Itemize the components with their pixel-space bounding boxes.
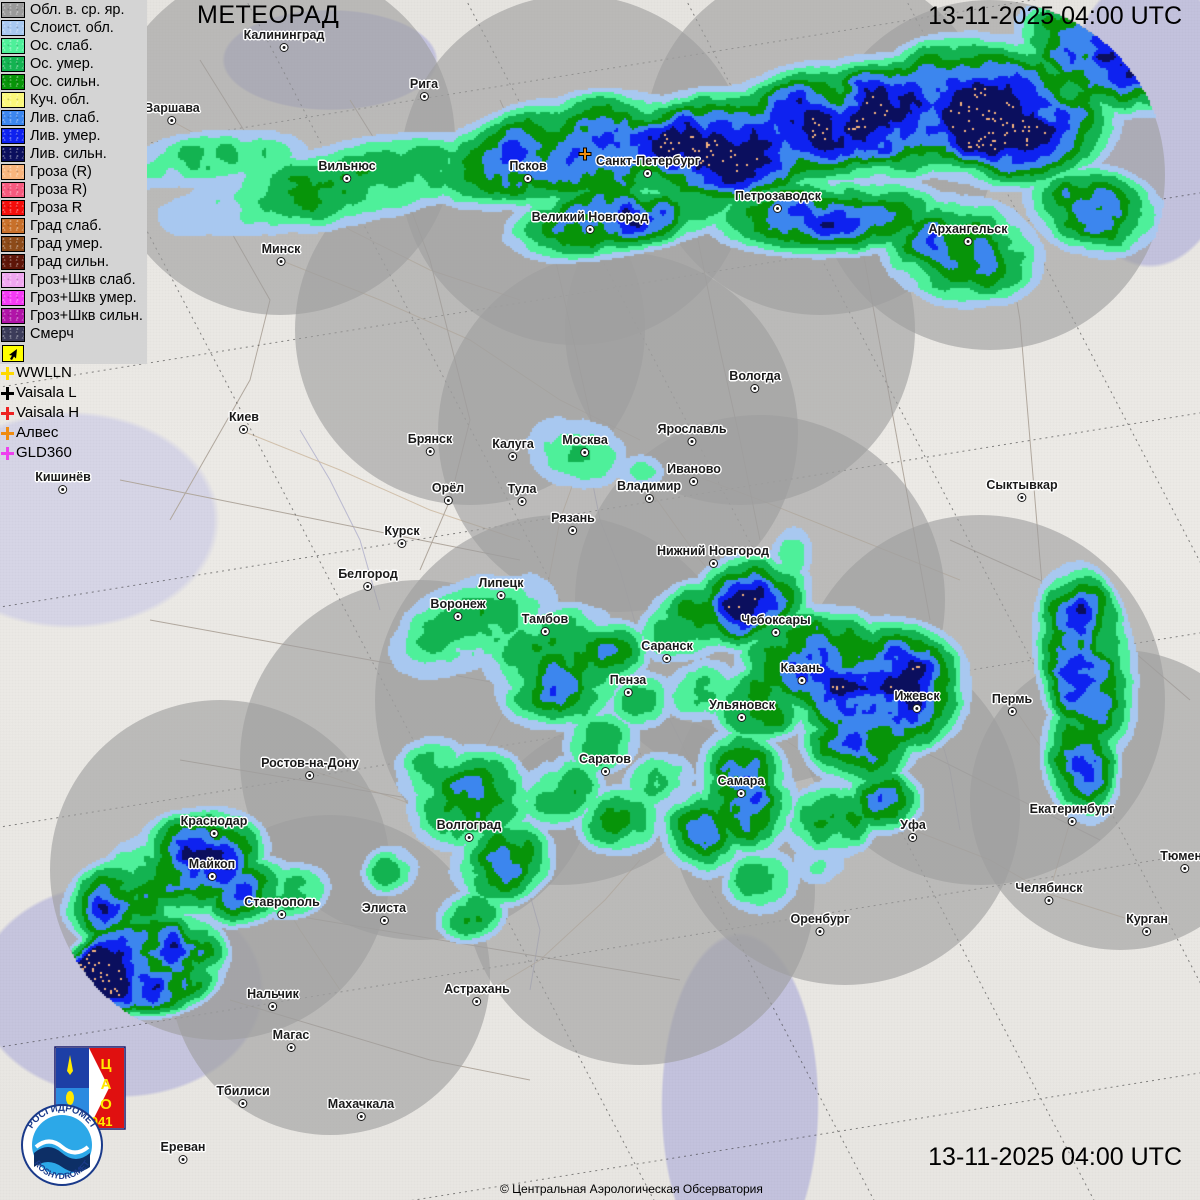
legend-item[interactable]: Слоист. обл. [1, 19, 143, 37]
roshydromet-logo: РОСГИДРОМЕТ ROSHYDROMET [21, 1103, 103, 1186]
legend-swatch [1, 2, 25, 18]
legend-swatch [1, 254, 25, 270]
page-title: МЕТЕОРАД [197, 1, 340, 29]
legend-label: Гроз+Шкв сильн. [30, 307, 143, 324]
legend-label: Гроз+Шкв слаб. [30, 271, 136, 288]
lightning-cross-icon [0, 386, 15, 401]
lightning-network-item[interactable]: Vaisala L [0, 383, 79, 403]
lightning-network-item[interactable]: Vaisala H [0, 403, 79, 423]
legend-label: Куч. обл. [30, 91, 90, 108]
legend-swatch [1, 200, 25, 216]
lightning-network-item[interactable]: GLD360 [0, 443, 79, 463]
legend-label: Ос. умер. [30, 55, 94, 72]
legend-item[interactable]: Град умер. [1, 235, 143, 253]
legend-item[interactable]: Ос. сильн. [1, 73, 143, 91]
lightning-network-label: GLD360 [16, 444, 72, 461]
legend-label: Гроза R) [30, 181, 88, 198]
organization-logos: Ц А О 1941 РОСГИДРОМЕТ ROSHYDROMET [21, 1046, 126, 1186]
legend-item[interactable]: Град сильн. [1, 253, 143, 271]
legend-swatch [1, 182, 25, 198]
legend-item[interactable]: Ос. умер. [1, 55, 143, 73]
legend-label: Ос. слаб. [30, 37, 93, 54]
timestamp-top: 13-11-2025 04:00 UTC [928, 2, 1182, 30]
legend-item[interactable]: Град слаб. [1, 217, 143, 235]
lightning-cross-icon [0, 366, 15, 381]
legend-item[interactable]: Лив. слаб. [1, 109, 143, 127]
svg-text:Ц: Ц [101, 1056, 112, 1073]
legend-label: Лив. сильн. [30, 145, 107, 162]
legend-label: Слоист. обл. [30, 19, 114, 36]
legend-label: Гроза R [30, 199, 83, 216]
svg-text:А: А [101, 1076, 112, 1093]
legend-swatch [1, 38, 25, 54]
timestamp-bottom: 13-11-2025 04:00 UTC [928, 1143, 1182, 1171]
legend-item[interactable]: Куч. обл. [1, 91, 143, 109]
svg-text:О: О [100, 1096, 112, 1113]
cursor-legend-row[interactable] [1, 343, 143, 363]
legend-item[interactable]: Гроза (R) [1, 163, 143, 181]
lightning-strike-marker [577, 147, 593, 163]
legend-swatch [1, 290, 25, 306]
legend-swatch [1, 110, 25, 126]
lightning-network-label: Vaisala L [16, 384, 77, 401]
lightning-network-label: Алвес [16, 424, 59, 441]
legend-item[interactable]: Гроз+Шкв сильн. [1, 307, 143, 325]
legend-label: Гроз+Шкв умер. [30, 289, 137, 306]
legend-swatch [1, 128, 25, 144]
legend-label: Лив. умер. [30, 127, 101, 144]
legend-item[interactable]: Лив. сильн. [1, 145, 143, 163]
lightning-network-label: Vaisala H [16, 404, 80, 421]
legend-swatch [1, 164, 25, 180]
legend-swatch [1, 56, 25, 72]
lightning-network-legend[interactable]: WWLLN Vaisala L Vaisala H Алвес GLD360 [0, 363, 79, 463]
legend-label: Лив. слаб. [30, 109, 100, 126]
lightning-network-item[interactable]: WWLLN [0, 363, 79, 383]
legend-swatch [1, 218, 25, 234]
lightning-cross-icon [0, 446, 15, 461]
legend-item[interactable]: Гроза R [1, 199, 143, 217]
legend-item[interactable]: Гроза R) [1, 181, 143, 199]
legend-label: Град слаб. [30, 217, 102, 234]
legend-swatch [1, 146, 25, 162]
legend-label: Град умер. [30, 235, 103, 252]
legend-swatch [1, 272, 25, 288]
legend-item[interactable]: Смерч [1, 325, 143, 343]
legend-label: Смерч [30, 325, 74, 342]
legend-swatch [1, 74, 25, 90]
legend-item[interactable]: Ос. слаб. [1, 37, 143, 55]
lightning-network-item[interactable]: Алвес [0, 423, 79, 443]
copyright-notice: © Центральная Аэрологическая Обсерватори… [500, 1182, 763, 1196]
legend-item[interactable]: Гроз+Шкв умер. [1, 289, 143, 307]
legend-swatch [1, 326, 25, 342]
legend-label: Обл. в. ср. яр. [30, 1, 125, 18]
legend-label: Гроза (R) [30, 163, 92, 180]
legend-item[interactable]: Лив. умер. [1, 127, 143, 145]
legend-swatch [1, 236, 25, 252]
legend-swatch [1, 308, 25, 324]
precipitation-legend[interactable]: Обл. в. ср. яр. Слоист. обл. Ос. слаб. Ос. … [0, 0, 147, 364]
lightning-network-label: WWLLN [16, 364, 72, 381]
legend-item[interactable]: Обл. в. ср. яр. [1, 1, 143, 19]
legend-label: Град сильн. [30, 253, 110, 270]
pointer-arrow-icon[interactable] [2, 344, 24, 362]
legend-item[interactable]: Гроз+Шкв слаб. [1, 271, 143, 289]
lightning-cross-icon [0, 406, 15, 421]
legend-label: Ос. сильн. [30, 73, 100, 90]
lightning-cross-icon [0, 426, 15, 441]
legend-swatch [1, 20, 25, 36]
legend-swatch [1, 92, 25, 108]
